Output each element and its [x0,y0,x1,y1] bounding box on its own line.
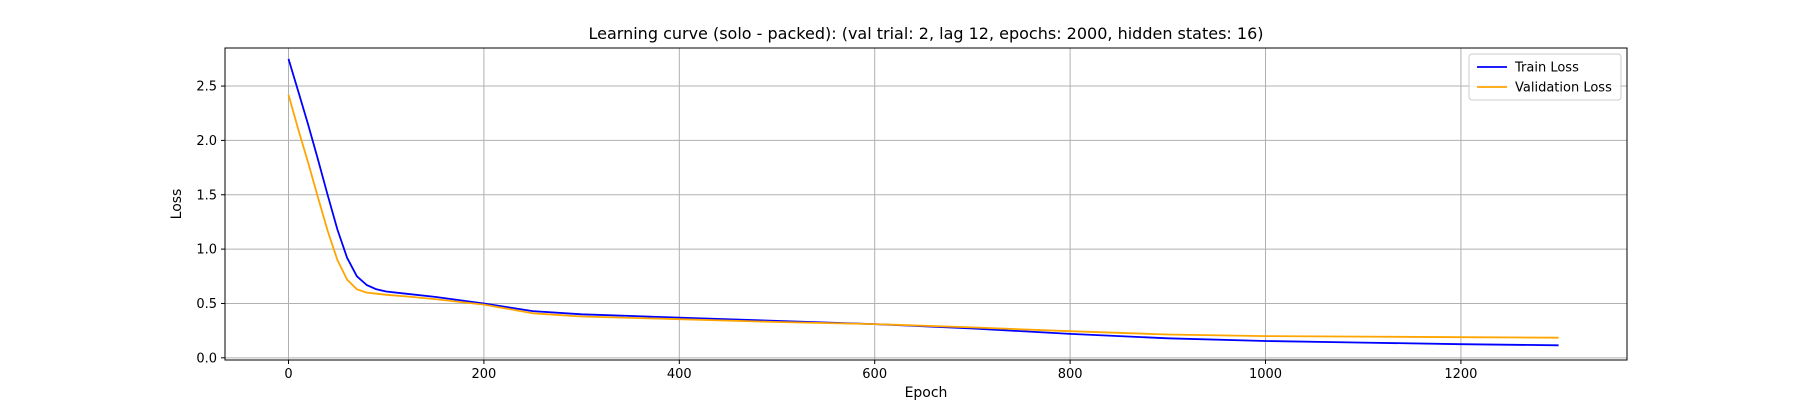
y-axis-label: Loss [169,189,185,220]
y-tick-label: 2.0 [196,134,217,149]
x-axis-label: Epoch [905,385,948,400]
legend-box [1468,53,1622,101]
x-tick-label: 800 [1058,367,1083,382]
y-tick-label: 2.5 [196,80,217,95]
grid-lines [225,48,1627,360]
legend-label-train-loss: Train Loss [1514,61,1579,76]
x-tick-label: 1000 [1249,367,1282,382]
y-tick-label: 0.5 [196,297,217,312]
axis-ticks: 0 200 400 600 800 1000 1200 0.0 0.5 1.0 1.5 2.0 2.5 [196,80,1477,382]
series-lines [287,58,1559,347]
x-tick-label: 0 [284,367,292,382]
y-tick-label: 1.0 [196,243,217,258]
x-tick-label: 1200 [1444,367,1477,382]
y-tick-label: 0.0 [196,351,217,366]
plot-frame [224,47,1628,361]
x-tick-label: 200 [471,367,496,382]
train-loss-line [287,58,1559,347]
validation-loss-line [287,94,1559,339]
x-tick-label: 600 [862,367,887,382]
legend: Train Loss Validation Loss [1468,53,1622,101]
legend-label-validation-loss: Validation Loss [1515,81,1612,96]
y-tick-label: 1.5 [196,188,217,203]
x-tick-label: 400 [667,367,692,382]
chart-title: Learning curve (solo - packed): (val tri… [589,24,1264,43]
